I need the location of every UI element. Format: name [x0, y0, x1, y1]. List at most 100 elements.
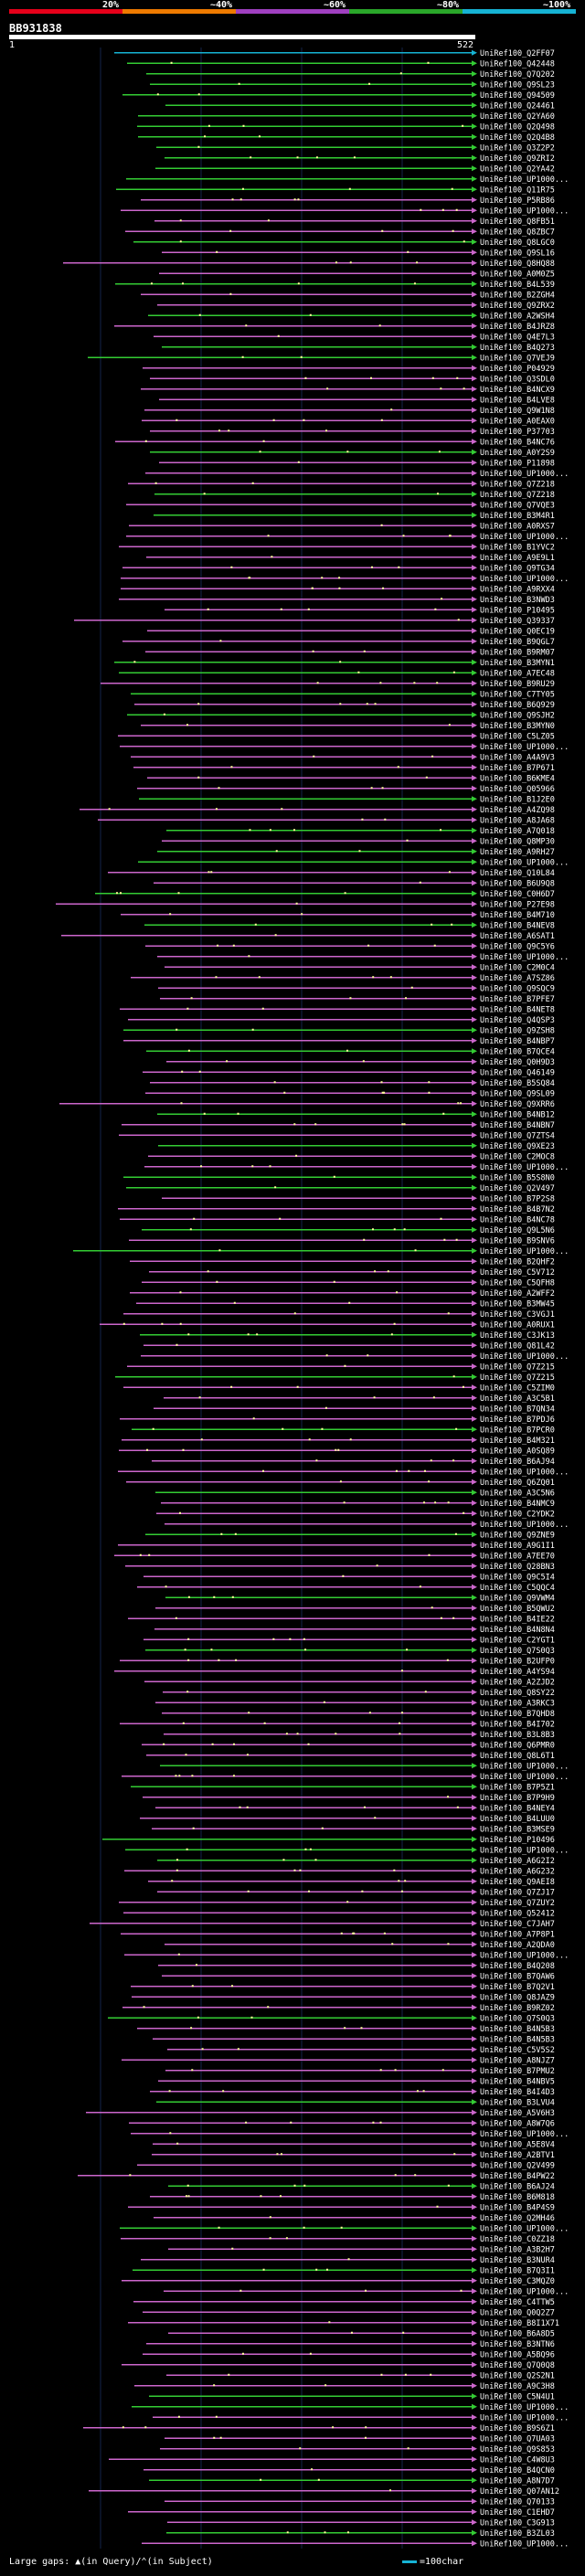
gap-marker [455, 208, 458, 211]
gap-marker [453, 2153, 456, 2156]
hit-end-arrow [472, 91, 477, 98]
hit-row: UniRef100_Q2V497 [126, 1184, 555, 1193]
hit-row: UniRef100_Q8ZBC7 [125, 228, 555, 237]
hit-row: UniRef100_B3NWD3 [119, 596, 555, 605]
gap-marker [378, 324, 381, 327]
hit-label: UniRef100_B4LVE8 [480, 396, 555, 405]
gap-marker [218, 787, 220, 790]
hit-label: UniRef100_B4I702 [480, 1720, 555, 1729]
gap-marker [197, 776, 200, 779]
hit-row: UniRef100_B6M818 [150, 2193, 555, 2202]
hit-label: UniRef100_Q8FB51 [480, 217, 555, 227]
scale-text: =100char [420, 2557, 464, 2567]
hit-row: UniRef100_B7P2S8 [162, 1194, 555, 1203]
gap-marker [414, 1249, 417, 1252]
hit-label: UniRef100_C0ZZ18 [480, 2235, 555, 2244]
hit-label: UniRef100_C2YGT1 [480, 1636, 555, 1645]
hit-label: UniRef100_B1J2E0 [480, 795, 555, 804]
gap-marker [177, 2415, 180, 2418]
gap-marker [362, 1060, 365, 1063]
gap-marker [297, 282, 300, 285]
gap-marker [231, 2247, 234, 2250]
gap-marker [431, 923, 433, 926]
hit-end-arrow [472, 2246, 477, 2253]
hit-end-arrow [472, 2109, 477, 2115]
gap-marker [186, 1007, 189, 1010]
hit-row: UniRef100_Q70133 [165, 2497, 555, 2507]
footer-legend: Large gaps: ▲(in Query)/⌃(in Subject) [9, 2557, 213, 2567]
gap-marker [269, 829, 271, 832]
gap-marker [308, 1438, 311, 1441]
hit-label: UniRef100_Q4E7L3 [480, 333, 555, 342]
gap-marker [460, 2289, 463, 2292]
gap-marker [368, 82, 371, 85]
gap-marker [250, 156, 252, 159]
hit-label: UniRef100_B9SNV6 [480, 1236, 555, 1246]
gap-marker [122, 2426, 124, 2429]
gap-marker [274, 1186, 277, 1189]
gap-marker [261, 1007, 264, 1010]
hit-label: UniRef100_A7Q018 [480, 827, 555, 836]
hit-row: UniRef100_B6KME4 [147, 774, 555, 783]
gap-marker [401, 1712, 404, 1714]
gap-marker [408, 1469, 410, 1472]
hit-row: UniRef100_UP1000... [141, 1352, 569, 1362]
gap-marker [419, 881, 421, 884]
hit-label: UniRef100_Q9S853 [480, 2445, 555, 2454]
hit-label: UniRef100_B4IE22 [480, 1615, 555, 1624]
gap-marker [139, 1553, 142, 1556]
hit-label: UniRef100_C5QQC4 [480, 1584, 555, 1593]
hit-end-arrow [472, 838, 477, 844]
gap-marker [321, 1427, 324, 1430]
gap-marker [203, 493, 206, 495]
gap-marker [311, 2468, 314, 2471]
gap-marker [228, 429, 230, 432]
gap-marker [428, 1081, 431, 1084]
hit-label: UniRef100_Q9W1N8 [480, 407, 555, 416]
hit-label: UniRef100_Q2S2N1 [480, 2371, 555, 2380]
legend-swatch-20 [9, 9, 122, 14]
gap-marker [452, 671, 455, 673]
hit-label: UniRef100_Q3SDL0 [480, 375, 555, 384]
gap-marker [193, 1217, 196, 1220]
hit-label: UniRef100_Q7S0Q3 [480, 2014, 555, 2023]
gap-marker [170, 61, 173, 64]
gap-marker [262, 440, 265, 442]
hit-row: UniRef100_Q4E7L3 [154, 333, 555, 342]
gap-marker [321, 1827, 324, 1829]
hit-end-arrow [472, 439, 477, 445]
hit-end-arrow [472, 1920, 477, 1926]
gap-marker [368, 1712, 371, 1714]
hit-label: UniRef100_A0M0Z5 [480, 270, 555, 279]
hit-label: UniRef100_B6Q929 [480, 701, 555, 710]
hit-row: UniRef100_B4NC76 [115, 438, 555, 447]
gap-marker [391, 1943, 394, 1945]
gap-marker [247, 1890, 250, 1892]
hit-row: UniRef100_A0EAX0 [142, 417, 555, 426]
alignment-hits: UniRef100_Q2FF07UniRef100_Q42448UniRef10… [56, 48, 569, 2549]
hit-end-arrow [472, 1931, 477, 1937]
gap-marker [432, 1396, 435, 1399]
gap-marker [348, 187, 351, 190]
hit-end-arrow [472, 1247, 477, 1254]
gap-marker [304, 1848, 307, 1850]
hit-label: UniRef100_Q8SY22 [480, 1689, 555, 1698]
gap-marker [176, 1869, 178, 1871]
hit-end-arrow [472, 922, 477, 928]
query-gap-icon: ▲ [75, 2557, 81, 2567]
gap-marker [229, 292, 232, 295]
gap-marker [447, 1943, 450, 1945]
hit-end-arrow [472, 712, 477, 718]
gap-marker [433, 944, 436, 947]
hit-label: UniRef100_B7P5Z1 [480, 1783, 555, 1792]
hit-label: UniRef100_B3MYN0 [480, 722, 555, 731]
hit-end-arrow [472, 953, 477, 959]
gap-marker [381, 229, 384, 232]
hit-row: UniRef100_B4NEV8 [144, 921, 555, 930]
hit-label: UniRef100_C4W8U3 [480, 2455, 555, 2465]
hit-row: UniRef100_B2ZGH4 [141, 291, 555, 300]
gap-marker [456, 376, 459, 379]
gap-marker [260, 2478, 262, 2481]
hit-end-arrow [472, 1689, 477, 1695]
hit-row: UniRef100_Q9ZNE9 [145, 1531, 555, 1540]
